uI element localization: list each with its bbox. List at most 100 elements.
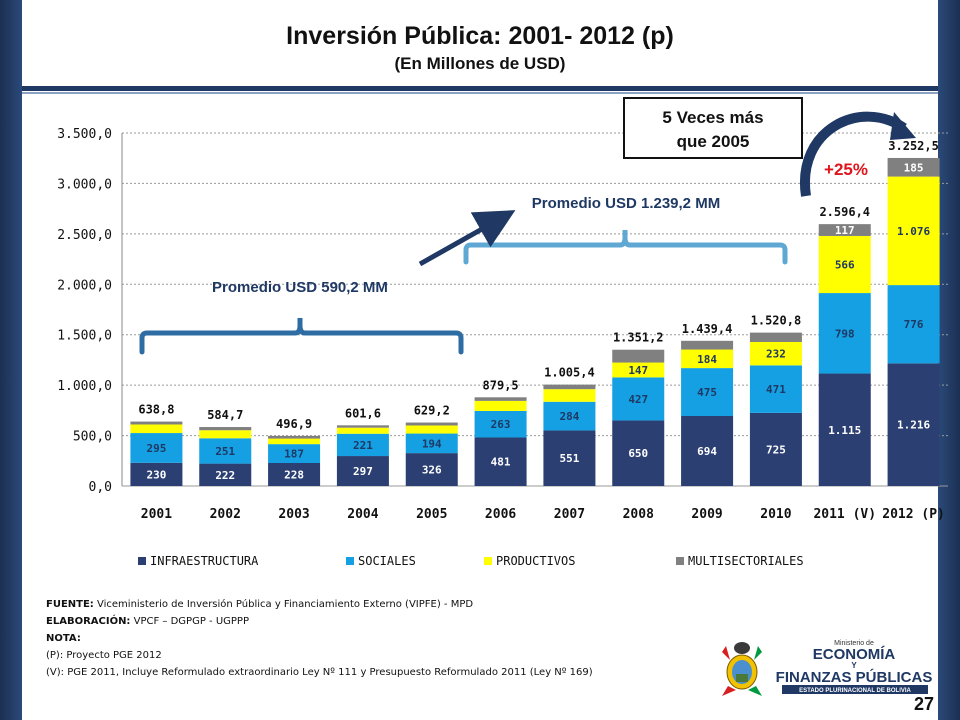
x-tick-label: 2006 — [485, 507, 516, 522]
segment-label: 194 — [422, 437, 442, 450]
x-tick-label: 2009 — [691, 507, 722, 522]
ministry-logo: Ministerio de ECONOMÍA Y FINANZAS PÚBLIC… — [722, 640, 933, 696]
coat-of-arms-icon — [722, 642, 762, 696]
x-tick-label: 2004 — [347, 507, 378, 522]
x-tick-label: 2001 — [141, 507, 172, 522]
y-tick-label: 3.500,0 — [57, 127, 112, 142]
legend-label: INFRAESTRUCTURA — [150, 554, 259, 568]
slide-title: Inversión Pública: 2001- 2012 (p) — [286, 22, 674, 50]
legend-swatch — [346, 557, 354, 565]
y-tick-label: 2.000,0 — [57, 278, 112, 293]
bar-segment — [268, 435, 321, 439]
total-label: 496,9 — [276, 417, 312, 431]
bar-segment — [474, 397, 527, 401]
segment-label: 776 — [904, 318, 924, 331]
bar-segment — [681, 340, 734, 350]
x-tick-label: 2011 (V) — [813, 507, 876, 522]
bar-segment — [405, 422, 458, 426]
bar-segment — [681, 416, 734, 486]
bar-segment — [268, 444, 321, 464]
segment-label: 694 — [697, 445, 717, 458]
segment-label: 475 — [697, 386, 717, 399]
x-tick-label: 2007 — [554, 507, 585, 522]
logo-line-3: Y — [851, 661, 857, 670]
bar-segment — [887, 285, 940, 364]
title-rule — [22, 86, 938, 91]
legend: INFRAESTRUCTURA SOCIALES PRODUCTIVOS MULTIS… — [138, 554, 804, 568]
segment-label: 228 — [284, 469, 304, 482]
bar-segment — [199, 430, 252, 439]
segment-label: 471 — [766, 383, 786, 396]
bar-segment — [818, 373, 871, 486]
bar-segment — [336, 433, 389, 457]
y-tick-label: 1.500,0 — [57, 329, 112, 344]
segment-label: 427 — [628, 393, 648, 406]
bar-segment — [818, 224, 871, 236]
bar-segment — [405, 453, 458, 486]
bar-segment — [818, 293, 871, 374]
left-side-band — [0, 0, 22, 720]
bar-segment — [887, 176, 940, 286]
bar-segment — [199, 438, 252, 464]
bar-segment — [887, 157, 940, 177]
logo-band — [782, 685, 928, 694]
bar-segment — [749, 365, 802, 413]
y-tick-label: 1.000,0 — [57, 379, 112, 394]
y-tick-label: 0,0 — [89, 480, 112, 495]
logo-line-4: FINANZAS PÚBLICAS — [776, 668, 933, 686]
legend-label: SOCIALES — [358, 554, 416, 568]
bar-segment — [199, 427, 252, 431]
bar-segment — [612, 349, 665, 363]
callout-line-1: 5 Veces más — [662, 108, 763, 127]
slide-subtitle: (En Millones de USD) — [394, 54, 566, 73]
bar-segment — [405, 433, 458, 454]
footer-notes: FUENTE: Viceministerio de Inversión Públ… — [46, 596, 593, 681]
bar-segment — [474, 400, 527, 411]
footer-fuente-text: Viceministerio de Inversión Pública y Fi… — [97, 599, 474, 610]
bracket-2006-2010 — [463, 230, 788, 265]
right-side-band — [938, 0, 960, 720]
logo-line-1: Ministerio de — [834, 640, 874, 647]
bar-segment — [336, 427, 389, 434]
gridlines — [122, 132, 948, 487]
footer-elaboracion-label: ELABORACIÓN: — [46, 616, 131, 627]
y-tick-label: 3.000,0 — [57, 177, 112, 192]
segment-label: 725 — [766, 443, 786, 456]
bar-segment — [749, 332, 802, 342]
segment-label: 481 — [491, 456, 511, 469]
avg-label-2: Promedio USD 1.239,2 MM — [532, 195, 720, 212]
segment-label: 1.115 — [828, 424, 861, 437]
bar-segment — [474, 437, 527, 486]
bar-segment — [543, 430, 596, 486]
logo-line-2: ECONOMÍA — [813, 646, 896, 663]
bar-segment — [543, 389, 596, 402]
segment-label: 187 — [284, 448, 304, 461]
segment-label: 1.076 — [897, 225, 930, 238]
segment-label: 117 — [835, 224, 855, 237]
segment-label: 1.216 — [897, 419, 930, 432]
bar-segment — [887, 363, 940, 486]
x-tick-label: 2003 — [278, 507, 309, 522]
segment-label: 147 — [628, 364, 648, 377]
total-label: 1.351,2 — [613, 331, 664, 345]
bar-segment — [336, 456, 389, 486]
total-label: 3.252,5 — [888, 139, 939, 153]
legend-swatch — [676, 557, 684, 565]
segment-label: 284 — [559, 410, 579, 423]
bar-segment — [612, 362, 665, 378]
bar-segment — [612, 420, 665, 486]
bar-segment — [543, 401, 596, 431]
page-number: 27 — [914, 694, 935, 714]
segment-label: 251 — [215, 445, 235, 458]
title-rule-thin — [22, 92, 938, 94]
total-label: 1.005,4 — [544, 366, 595, 380]
total-label: 1.520,8 — [751, 314, 802, 328]
segment-label: 798 — [835, 327, 855, 340]
bar-segment — [681, 349, 734, 369]
segment-label: 551 — [559, 452, 579, 465]
bar-segment — [543, 384, 596, 390]
bar-segment — [268, 438, 321, 445]
segment-label: 222 — [215, 469, 235, 482]
bar-segment — [612, 377, 665, 421]
